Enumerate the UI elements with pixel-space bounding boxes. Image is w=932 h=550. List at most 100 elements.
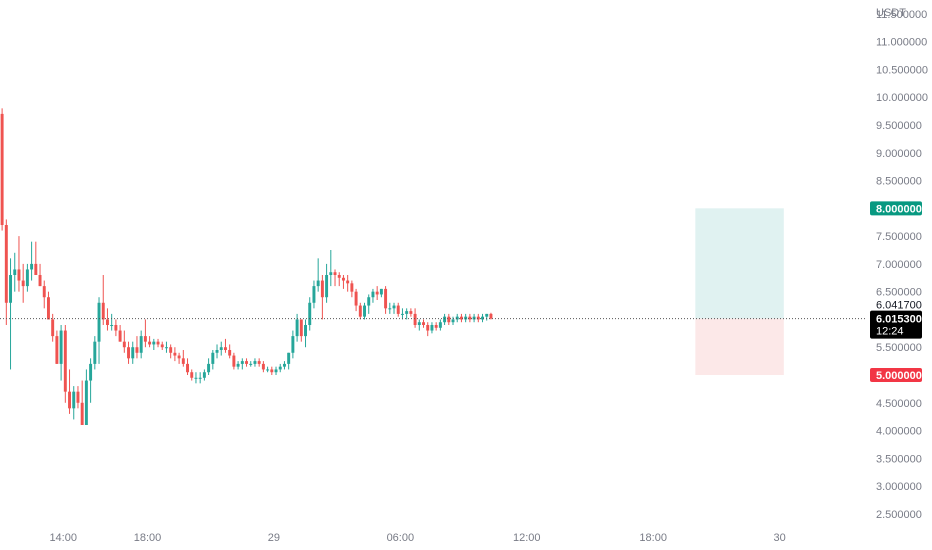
candle	[299, 319, 303, 342]
candle	[350, 280, 354, 298]
candle-body	[485, 313, 489, 317]
candle	[89, 358, 93, 403]
price-tick-label: 3.000000	[876, 481, 922, 493]
candle-body	[0, 113, 4, 225]
candle-body	[295, 319, 299, 337]
stop-loss-zone[interactable]	[695, 318, 784, 375]
candle	[253, 358, 257, 367]
candle	[122, 330, 126, 353]
candle	[51, 313, 55, 342]
candle	[409, 308, 413, 317]
candle	[367, 294, 371, 314]
candle-body	[337, 275, 341, 278]
candle-body	[211, 352, 215, 364]
candle-body	[333, 272, 337, 275]
candle-body	[160, 344, 164, 348]
candle-body	[472, 316, 476, 320]
candle	[346, 275, 350, 292]
candle	[312, 280, 316, 309]
take-profit-tag: 8.000000	[870, 201, 922, 216]
candle-body	[59, 330, 63, 364]
candle-body	[143, 336, 147, 342]
candle-body	[190, 372, 194, 378]
candle-body	[122, 341, 126, 348]
candle	[215, 344, 219, 359]
candle	[232, 352, 236, 370]
candle	[443, 313, 447, 325]
candle	[194, 372, 198, 384]
candle-body	[270, 369, 274, 373]
candle	[135, 336, 139, 359]
candle-body	[253, 361, 257, 364]
candle-body	[110, 325, 114, 326]
price-tick-label: 9.500000	[876, 120, 922, 132]
candle	[198, 372, 202, 384]
time-tick-label: 12:00	[513, 532, 541, 544]
candle-body	[89, 363, 93, 381]
time-axis[interactable]: 14:00 18:00 29 06:00 12:00 18:00 30	[49, 532, 785, 544]
candle	[388, 302, 392, 314]
candle	[169, 344, 173, 359]
candle-body	[93, 341, 97, 364]
candle	[152, 338, 156, 350]
price-tick-label: 9.000000	[876, 148, 922, 160]
candle-body	[354, 291, 358, 306]
candle	[190, 369, 194, 381]
candle	[173, 347, 177, 362]
price-axis[interactable]: USDT 11.500000 11.000000 10.500000 10.00000…	[876, 7, 928, 521]
candle	[278, 363, 282, 373]
candle	[17, 236, 21, 292]
candle	[261, 361, 265, 373]
candle-body	[274, 369, 278, 373]
candle	[0, 108, 4, 231]
candle	[341, 275, 345, 289]
candle-body	[257, 361, 261, 364]
candle-body	[308, 302, 312, 325]
candle	[207, 358, 211, 375]
take-profit-zone[interactable]	[695, 208, 784, 319]
candle	[181, 350, 185, 367]
take-profit-tag-text: 8.000000	[876, 203, 922, 215]
candle-body	[84, 380, 88, 425]
candle	[131, 341, 135, 364]
candle	[363, 302, 366, 320]
candle-body	[156, 341, 160, 345]
candle-body	[388, 308, 392, 310]
candle-body	[131, 347, 135, 359]
candle	[156, 338, 160, 348]
candle-body	[202, 372, 206, 378]
candle	[72, 386, 76, 420]
candle	[270, 366, 274, 375]
candle-body	[228, 350, 232, 356]
price-tick-label: 10.500000	[876, 64, 928, 76]
candle-body	[139, 336, 143, 353]
candle-body	[266, 369, 270, 371]
candle	[13, 252, 17, 292]
candle	[76, 386, 80, 409]
candle	[4, 219, 8, 325]
candle-body	[245, 361, 249, 364]
time-tick-label: 29	[268, 532, 280, 544]
candle-body	[282, 363, 286, 367]
candle	[455, 313, 459, 323]
candle-body	[34, 263, 38, 275]
candle	[9, 258, 13, 370]
candle	[282, 361, 286, 370]
candle-body	[21, 280, 25, 287]
candle	[430, 322, 434, 334]
candle-body	[194, 377, 198, 379]
position-zones	[695, 208, 784, 375]
candle-body	[358, 305, 362, 317]
time-tick-label: 06:00	[387, 532, 415, 544]
candle	[287, 352, 291, 370]
candle-body	[13, 269, 17, 275]
candle-body	[261, 363, 265, 370]
candle-body	[240, 361, 244, 364]
candle	[468, 313, 472, 323]
candle-body	[72, 391, 76, 409]
candle	[472, 313, 476, 323]
candle	[139, 330, 143, 359]
candle-body	[164, 347, 168, 349]
candle	[274, 366, 278, 375]
